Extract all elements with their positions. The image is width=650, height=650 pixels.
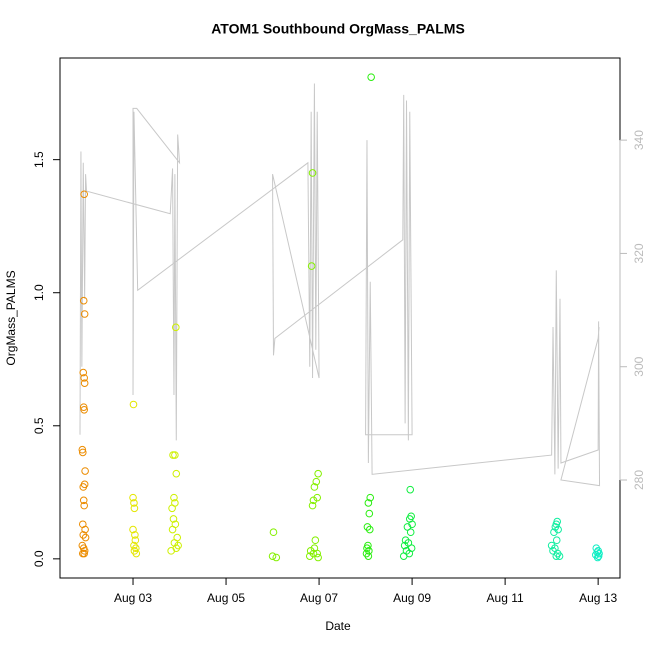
point [172,469,181,478]
y-tick-label: 1.0 [32,284,46,301]
point [365,525,374,534]
point [80,190,88,199]
point [79,296,88,305]
y-axis-label: OrgMass_PALMS [4,270,18,365]
point [129,400,138,409]
point [313,549,322,558]
point [80,501,88,510]
x-tick-label: Aug 03 [114,591,152,605]
point [399,552,408,560]
point [80,379,89,387]
point [170,493,178,502]
y2-tick-label: 320 [632,243,646,263]
point [81,467,89,475]
y2-tick-label: 280 [632,470,646,490]
point [80,310,89,318]
point [78,448,87,457]
y-tick-label: 0.5 [32,417,46,434]
point [268,552,277,560]
point [366,493,375,502]
point [365,509,374,518]
point [131,536,140,545]
line [79,83,601,487]
point [365,547,373,555]
point [269,528,278,537]
x-tick-label: Aug 13 [579,591,617,605]
point [169,515,178,523]
point [593,553,602,562]
point [80,549,88,558]
point [363,523,372,531]
point [367,73,375,81]
point [311,536,320,545]
point [314,553,322,562]
point [310,483,319,491]
point [78,445,87,454]
point [550,528,558,537]
point [171,451,179,459]
point [132,549,141,558]
point [79,368,88,377]
point [80,406,88,414]
point [406,485,415,494]
point [552,536,561,545]
point [308,169,317,177]
point [309,549,318,558]
y-tick-label: 1.5 [32,151,46,168]
point [79,496,88,505]
point [167,547,175,555]
point [81,525,89,534]
y-tick-label: 0.0 [32,550,46,567]
x-tick-label: Aug 09 [393,591,431,605]
point [172,323,180,332]
point [79,403,88,411]
point [400,541,409,550]
point [308,501,317,510]
point [80,374,88,382]
point [594,552,603,560]
chart-title: ATOM1 Southbound OrgMass_PALMS [211,21,465,37]
y2-tick-label: 340 [632,130,646,150]
point [406,528,415,537]
point [403,523,412,531]
point [131,531,139,539]
point [307,262,316,270]
point [79,483,88,491]
point [312,477,321,486]
point [130,504,139,513]
x-tick-label: Aug 11 [487,591,524,605]
point [555,552,564,560]
point [364,552,373,560]
point [81,533,90,542]
point [129,525,137,534]
x-axis-label: Date [325,619,351,633]
point [314,469,322,478]
point [130,499,138,507]
x-tick-label: Aug 05 [207,591,245,605]
point [79,531,88,539]
point [595,549,603,558]
y2-tick-label: 300 [632,356,646,376]
x-tick-label: Aug 07 [300,591,338,605]
point [552,552,561,560]
point [168,525,177,534]
point [168,504,176,513]
point [309,496,318,505]
point [364,499,373,507]
point [272,553,281,562]
point [129,493,137,502]
point [554,525,562,534]
